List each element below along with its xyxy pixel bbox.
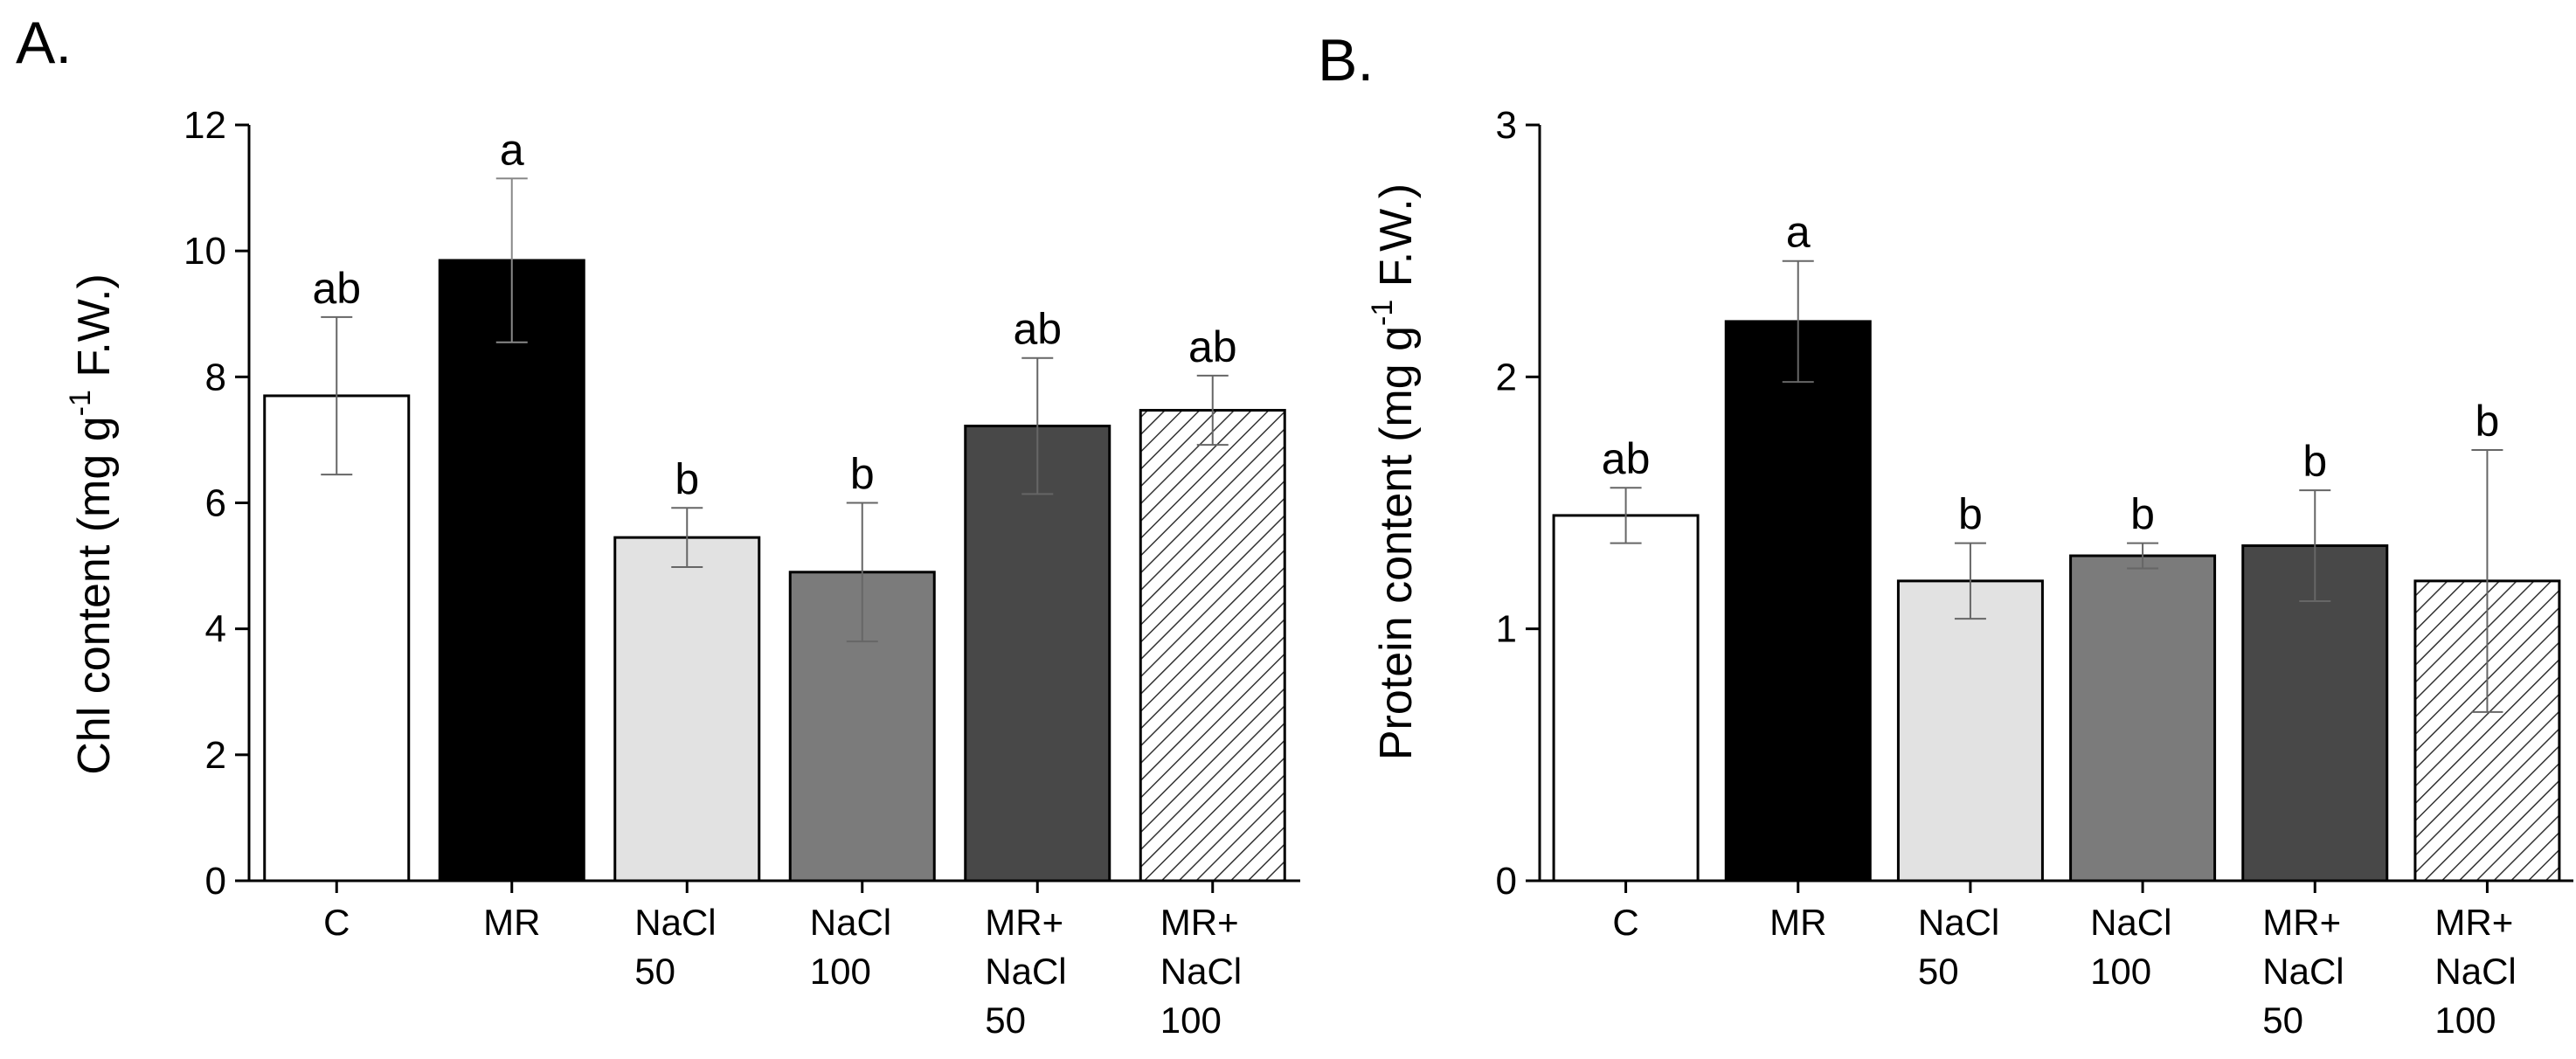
chart-panel-a: A. Chl content (mg g-1 F.W.) 024681012ab… (16, 10, 1300, 1041)
significance-label: b (2302, 437, 2327, 486)
y-axis-label: Chl content (mg g-1 F.W.) (64, 273, 120, 775)
significance-label: ab (1188, 322, 1237, 371)
panel-label: A. (16, 10, 72, 76)
bar (438, 259, 585, 882)
bar (1724, 320, 1872, 882)
y-tick-label: 10 (184, 230, 226, 273)
bar (2069, 554, 2217, 882)
x-tick-label: NaCl (810, 902, 891, 943)
significance-label: a (500, 125, 524, 174)
panel-label: B. (1318, 27, 1374, 93)
x-tick-label: 100 (2090, 951, 2151, 992)
x-tick-label: MR+ (985, 902, 1063, 943)
x-tick-label: NaCl (1160, 951, 1242, 992)
x-tick-label: 50 (985, 1000, 1026, 1041)
y-tick-label: 6 (205, 482, 226, 525)
x-tick-label: 50 (634, 951, 675, 992)
x-tick-label: 50 (2262, 1000, 2303, 1041)
y-tick-label: 2 (1496, 356, 1517, 398)
x-tick-label: MR (483, 902, 540, 943)
bar (1552, 514, 1700, 882)
bar (1139, 409, 1286, 882)
x-tick-label: 50 (1918, 951, 1959, 992)
x-tick-label: NaCl (985, 951, 1066, 992)
x-tick-label: NaCl (2090, 902, 2171, 943)
x-tick-label: C (323, 902, 350, 943)
bar (1896, 579, 2044, 882)
x-tick-label: 100 (2434, 1000, 2496, 1041)
y-axis-label: Protein content (mg g-1 F.W.) (1366, 183, 1422, 760)
y-tick-label: 1 (1496, 608, 1517, 651)
significance-label: ab (1013, 305, 1062, 354)
significance-label: ab (312, 264, 361, 313)
chart-panel-b: B. Protein content (mg g-1 F.W.) 0123abC… (1318, 27, 2573, 1041)
x-tick-label: NaCl (1918, 902, 1999, 943)
x-tick-label: 100 (1160, 1000, 1222, 1041)
y-tick-label: 8 (205, 356, 226, 398)
significance-label: b (675, 454, 699, 503)
significance-label: b (1958, 490, 1983, 539)
significance-label: b (2130, 490, 2155, 539)
x-tick-label: NaCl (2262, 951, 2344, 992)
x-tick-label: C (1612, 902, 1638, 943)
y-tick-label: 2 (205, 734, 226, 777)
bar (263, 394, 411, 882)
bar (613, 536, 761, 882)
y-tick-label: 3 (1496, 104, 1517, 147)
x-tick-label: MR (1769, 902, 1826, 943)
x-tick-label: MR+ (2434, 902, 2513, 943)
x-tick-label: MR+ (1160, 902, 1239, 943)
x-tick-label: NaCl (2434, 951, 2516, 992)
significance-label: b (2476, 397, 2500, 446)
x-tick-label: MR+ (2262, 902, 2341, 943)
x-tick-label: 100 (810, 951, 871, 992)
significance-label: a (1786, 208, 1811, 257)
y-tick-label: 0 (205, 860, 226, 903)
significance-label: ab (1602, 434, 1651, 483)
x-tick-label: NaCl (634, 902, 716, 943)
y-tick-label: 0 (1496, 860, 1517, 903)
y-tick-label: 4 (205, 608, 226, 651)
y-tick-label: 12 (184, 104, 226, 147)
significance-label: b (850, 450, 875, 499)
